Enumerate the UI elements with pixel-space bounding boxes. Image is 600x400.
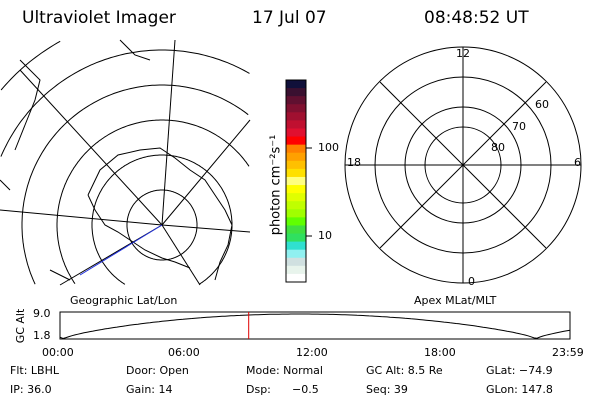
lat-80: 80 xyxy=(491,141,505,154)
colorbar-swatch xyxy=(286,104,306,113)
colorbar-swatch xyxy=(286,233,306,243)
colorbar-swatch xyxy=(286,168,306,178)
colorbar-tick-100: 100 xyxy=(318,141,339,154)
status-ip: IP: 36.0 xyxy=(10,383,52,396)
colorbar-label: photon cm⁻²s⁻¹ xyxy=(268,134,284,236)
ytick-9: 9.0 xyxy=(33,307,51,320)
mlt-6: 6 xyxy=(574,156,581,169)
latitude-circle xyxy=(0,40,61,91)
status-glon: GLon: 147.8 xyxy=(486,383,553,396)
colorbar-swatch xyxy=(286,136,306,146)
colorbar-swatch xyxy=(286,257,306,267)
ytick-1.8: 1.8 xyxy=(33,329,51,342)
altitude-curve xyxy=(59,313,571,340)
latitude-circle xyxy=(126,189,198,261)
status-filter: Flt: LBHL xyxy=(10,364,59,377)
mlt-18: 18 xyxy=(347,156,361,169)
mlt-0: 0 xyxy=(468,275,475,288)
status-mode: Mode: Normal xyxy=(246,364,323,377)
status-gc-alt: GC Alt: 8.5 Re xyxy=(366,364,443,377)
colorbar-swatch xyxy=(286,88,306,97)
colorbar-swatch xyxy=(286,128,306,138)
lat-60: 60 xyxy=(535,98,549,111)
colorbar-swatch xyxy=(286,160,306,170)
apex-polar-grid xyxy=(344,46,582,284)
status-gain: Gain: 14 xyxy=(126,383,173,396)
altitude-ylabel: GC Alt xyxy=(13,308,27,344)
coastline xyxy=(0,39,151,281)
time: 08:48:52 UT xyxy=(424,8,529,28)
app-title: Ultraviolet Imager xyxy=(22,8,176,28)
colorbar-swatch xyxy=(286,265,306,275)
date: 17 Jul 07 xyxy=(252,8,327,28)
xtick-4: 23:59 xyxy=(552,346,584,359)
colorbar-swatch xyxy=(286,225,306,235)
colorbar xyxy=(286,80,306,283)
satellite-track xyxy=(79,224,163,276)
colorbar-swatch xyxy=(286,273,306,283)
status-dsp-label: Dsp: xyxy=(246,383,271,396)
colorbar-swatch xyxy=(286,120,306,129)
colorbar-swatch xyxy=(286,176,306,186)
colorbar-swatch xyxy=(286,185,306,194)
xtick-1: 06:00 xyxy=(168,346,200,359)
status-dsp-value: −0.5 xyxy=(292,383,319,396)
colorbar-swatch xyxy=(286,249,306,259)
latitude-circle xyxy=(21,84,249,285)
xtick-2: 12:00 xyxy=(296,346,328,359)
colorbar-swatch xyxy=(286,217,306,226)
mlt-12: 12 xyxy=(456,47,470,60)
left-plot-label: Geographic Lat/Lon xyxy=(70,294,178,307)
lat-70: 70 xyxy=(512,120,526,133)
latitude-circle xyxy=(0,49,250,157)
colorbar-swatch xyxy=(286,152,306,162)
altitude-plot-frame xyxy=(59,311,571,340)
latitude-circle xyxy=(56,119,250,284)
colorbar-swatch xyxy=(286,193,306,202)
geographic-map xyxy=(0,39,251,286)
xtick-0: 00:00 xyxy=(42,346,74,359)
colorbar-swatch xyxy=(286,112,306,121)
status-seq: Seq: 39 xyxy=(366,383,408,396)
latitude-circles xyxy=(0,40,250,285)
xtick-3: 18:00 xyxy=(424,346,456,359)
latitude-circle xyxy=(91,154,233,285)
status-door: Door: Open xyxy=(126,364,189,377)
colorbar-swatch xyxy=(286,201,306,210)
colorbar-swatch xyxy=(286,144,306,154)
colorbar-swatch xyxy=(286,241,306,251)
colorbar-swatch xyxy=(286,209,306,218)
coastline xyxy=(87,147,233,281)
colorbar-tick-10: 10 xyxy=(318,229,332,242)
colorbar-swatch xyxy=(286,96,306,105)
colorbar-swatch xyxy=(286,80,306,89)
status-glat: GLat: −74.9 xyxy=(486,364,553,377)
right-plot-label: Apex MLat/MLT xyxy=(414,294,497,307)
